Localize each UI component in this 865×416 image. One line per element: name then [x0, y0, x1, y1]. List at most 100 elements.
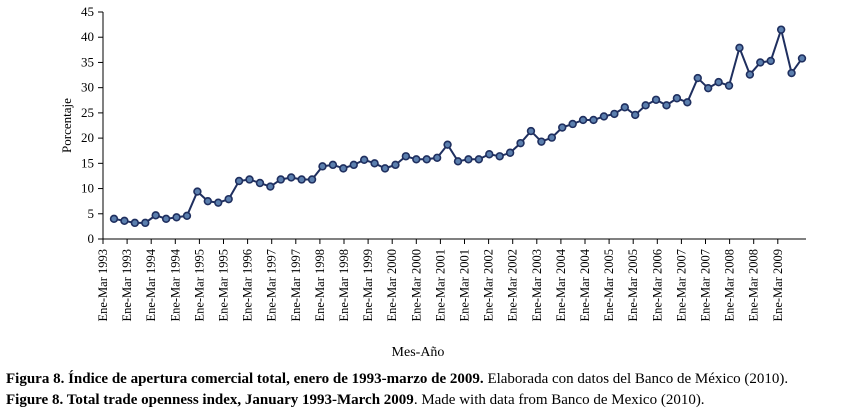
- y-tick-label: 35: [81, 54, 94, 69]
- y-tick-label: 5: [88, 206, 95, 221]
- x-tick-label: Ene-Mar 2008: [723, 249, 737, 322]
- data-point: [276, 175, 285, 184]
- data-point: [516, 138, 525, 148]
- data-point: [776, 25, 786, 34]
- data-point: [287, 173, 296, 182]
- data-point: [662, 101, 671, 110]
- x-tick-label: Ene-Mar 1993: [96, 249, 110, 322]
- line-chart: 0 5 10 15 20 25 30 35 40 45 Porcentaje Ene-Mar 1993…: [59, 4, 807, 360]
- y-tick-label: 45: [81, 4, 94, 19]
- data-point: [568, 119, 577, 129]
- caption-spanish: Figura 8. Índice de apertura comercial t…: [6, 371, 788, 388]
- x-tick-label: Ene-Mar 1994: [144, 248, 158, 321]
- data-point: [495, 152, 504, 161]
- data-point: [589, 115, 598, 125]
- x-tick-label: Ene-Mar 2004: [578, 248, 592, 321]
- x-tick-label: Ene-Mar 2000: [385, 249, 399, 322]
- data-point: [370, 159, 379, 168]
- data-point: [130, 218, 140, 228]
- x-tick-label: Ene-Mar 2009: [771, 249, 785, 322]
- y-tick-label: 10: [81, 181, 94, 196]
- x-tick-label: Ene-Mar 2007: [674, 249, 688, 322]
- data-point: [120, 216, 129, 226]
- data-point: [422, 155, 431, 164]
- data-point: [474, 155, 484, 164]
- x-tick-label: Ene-Mar 2006: [650, 249, 664, 322]
- x-tick-label: Ene-Mar 1995: [217, 249, 231, 322]
- x-tick-label: Ene-Mar 1998: [337, 249, 351, 322]
- data-point: [391, 160, 400, 170]
- data-point: [297, 175, 306, 184]
- x-tick-label: Ene-Mar 2001: [458, 249, 472, 322]
- x-tick-label: Ene-Mar 2002: [506, 249, 520, 322]
- data-point: [151, 211, 160, 220]
- data-point: [234, 176, 244, 186]
- x-tick-label: Ene-Mar 2007: [699, 249, 713, 322]
- x-tick-label: Ene-Mar 1997: [265, 249, 279, 322]
- series-layer: [109, 25, 807, 228]
- data-point: [558, 123, 567, 132]
- data-point: [359, 155, 369, 165]
- y-tick-label: 40: [81, 29, 94, 44]
- x-tick-label: Ene-Mar 1998: [313, 249, 327, 322]
- x-tick-label: Ene-Mar 1995: [192, 249, 206, 322]
- x-tick-label: Ene-Mar 2000: [409, 249, 423, 322]
- data-point: [443, 140, 452, 149]
- caption-english-source: . Made with data from Banco de Mexico (2…: [413, 392, 705, 408]
- x-tick-label: Ene-Mar 1997: [289, 249, 303, 322]
- data-point: [693, 73, 702, 83]
- y-tick-label: 15: [81, 155, 94, 170]
- data-point: [599, 112, 609, 121]
- data-point: [182, 211, 192, 220]
- data-point: [318, 162, 327, 171]
- data-point: [651, 95, 661, 104]
- data-point: [672, 94, 682, 103]
- data-point: [526, 126, 536, 136]
- data-point: [214, 198, 223, 207]
- data-point: [485, 150, 494, 159]
- data-point: [109, 214, 119, 224]
- x-tick-label: Ene-Mar 2008: [747, 249, 761, 322]
- x-tick-label: Ene-Mar 1993: [120, 249, 134, 322]
- data-point: [245, 175, 254, 184]
- data-point: [161, 214, 171, 224]
- data-point: [537, 137, 546, 146]
- data-point: [735, 43, 744, 53]
- axes: [98, 11, 806, 244]
- data-point: [453, 157, 463, 166]
- y-tick-label: 25: [81, 105, 94, 120]
- caption-spanish-title: Figura 8. Índice de apertura comercial t…: [6, 371, 484, 387]
- x-tick-label: Ene-Mar 1994: [168, 248, 182, 321]
- y-tick-label: 20: [81, 130, 94, 145]
- y-tick-label: 30: [81, 80, 94, 95]
- x-tick-label: Ene-Mar 1999: [361, 249, 375, 322]
- x-tick-label: Ene-Mar 1996: [241, 249, 255, 322]
- x-axis-label: Mes-Año: [392, 345, 445, 360]
- data-point: [172, 213, 181, 222]
- data-point: [464, 155, 473, 164]
- data-point: [724, 81, 734, 90]
- data-point: [432, 153, 442, 162]
- data-point: [339, 164, 348, 173]
- data-point: [610, 109, 619, 119]
- y-axis-label: Porcentaje: [59, 98, 74, 153]
- label-layer: 0 5 10 15 20 25 30 35 40 45 Porcentaje Ene-Mar 1993…: [59, 4, 785, 360]
- data-point: [631, 110, 640, 120]
- data-point: [412, 155, 421, 164]
- x-tick-label: Ene-Mar 2001: [433, 249, 447, 322]
- data-point: [578, 115, 588, 125]
- data-point: [224, 194, 233, 204]
- x-tick-label: Ene-Mar 2005: [626, 249, 640, 322]
- y-tick-label: 0: [88, 231, 95, 246]
- data-point: [766, 56, 775, 66]
- data-point: [787, 68, 796, 78]
- series-line: [113, 26, 803, 224]
- data-point: [255, 178, 265, 188]
- data-point: [641, 101, 650, 110]
- data-point: [703, 83, 713, 93]
- data-point: [193, 187, 202, 196]
- x-tick-label: Ene-Mar 2002: [482, 249, 496, 322]
- data-point: [401, 152, 411, 161]
- data-point: [203, 196, 213, 206]
- data-point: [349, 160, 358, 170]
